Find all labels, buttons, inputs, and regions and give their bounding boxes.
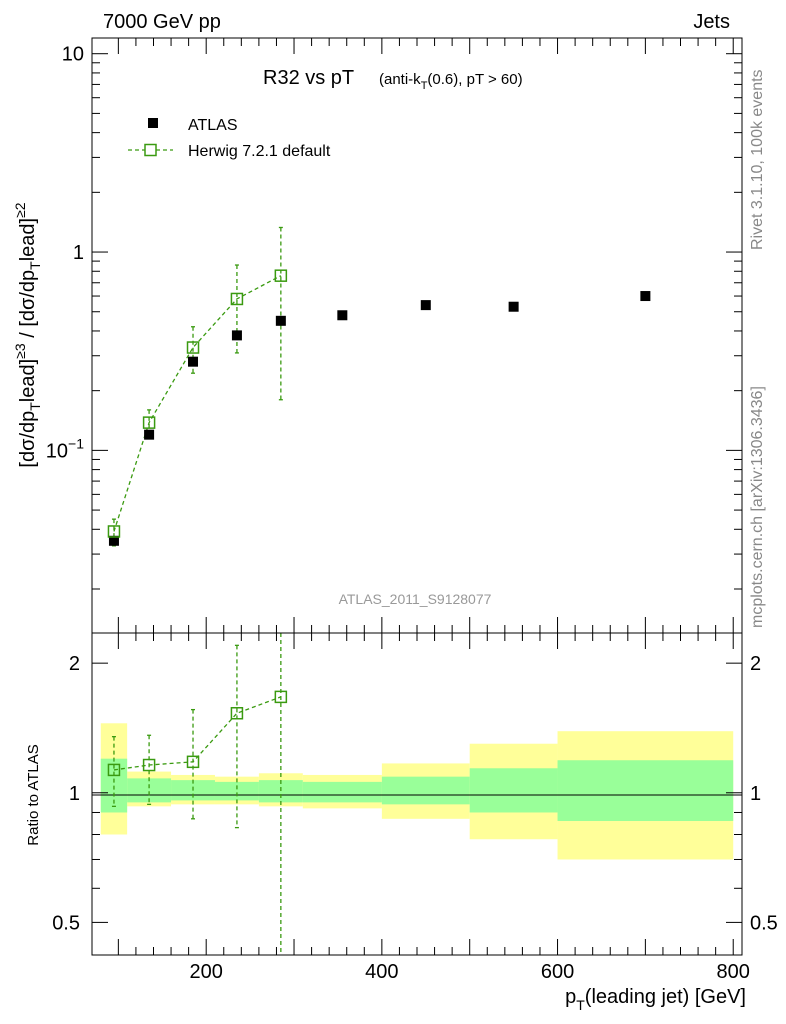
ratio-ticks: 0.5 0.5 1 1 2 2 200 400 600 800 [52, 633, 778, 983]
ratio-mc-point [186, 755, 200, 769]
ratio-mc-point [142, 758, 156, 772]
ratio-mc-point [230, 707, 244, 720]
mcplots-label: mcplots.cern.ch [arXiv:1306.3436] [749, 386, 766, 628]
atlas-data-point [188, 356, 199, 367]
legend-atlas-marker [148, 118, 158, 128]
ratio-bands [100, 723, 734, 860]
x-axis-label: pT(leading jet) [GeV] [565, 986, 746, 1013]
atlas-data-point [275, 315, 286, 326]
category-label: Jets [693, 11, 730, 33]
atlas-data-point [640, 291, 651, 302]
ratio-band-inner [381, 776, 470, 805]
ratio-marks [107, 633, 288, 955]
ratio-y-tick-label-right: 0.5 [750, 912, 778, 934]
mc-series-line [113, 275, 282, 532]
mc-data-point [107, 525, 121, 538]
atlas-data-point [337, 310, 348, 321]
mc-data-point [142, 416, 156, 429]
mc-data-point [274, 269, 288, 282]
chart-title: R32 vs pT [263, 67, 354, 89]
ratio-y-tick-label-left: 2 [69, 653, 80, 675]
ratio-band-inner [302, 781, 382, 803]
main-marks [107, 226, 651, 547]
ratio-mc-point [274, 690, 288, 704]
mc-data-point [230, 292, 244, 306]
main-plot: 10−1 1 10 R32 vs pT (anti-kT(0.6), pT > 60… [12, 37, 743, 634]
x-tick-label: 800 [717, 961, 750, 983]
atlas-data-point [508, 301, 519, 312]
ratio-plot: 0.5 0.5 1 1 2 2 200 400 600 800 Ratio to ATLAS pT… [25, 632, 778, 1013]
main-y-tick-label: 10 [62, 44, 84, 66]
ratio-y-tick-label-right: 2 [750, 653, 761, 675]
rivet-label: Rivet 3.1.10, 100k events [749, 69, 766, 250]
x-tick-label: 400 [365, 961, 398, 983]
ratio-band-inner [214, 781, 259, 801]
main-y-axis-label: [dσ/dpTlead]≥3 / [dσ/dpTlead]≥2 [12, 202, 43, 467]
chart-subtitle: (anti-kT(0.6), pT > 60) [379, 71, 523, 92]
main-y-tick-label: 1 [73, 242, 84, 264]
atlas-data-point [144, 429, 155, 440]
ratio-band-inner [258, 780, 303, 803]
main-ticks: 10−1 1 10 [46, 38, 742, 633]
energy-label: 7000 GeV pp [103, 11, 221, 33]
ratio-y-axis-label: Ratio to ATLAS [25, 744, 42, 845]
ratio-y-tick-label-left: 1 [69, 783, 80, 805]
ratio-band-inner [127, 778, 172, 803]
ratio-band-inner [557, 760, 734, 821]
ratio-y-tick-label-left: 0.5 [52, 912, 80, 934]
legend-mc-label: Herwig 7.2.1 default [188, 143, 331, 160]
main-y-tick-label: 10−1 [46, 435, 84, 462]
atlas-data-point [108, 535, 119, 546]
legend-mc-marker [144, 143, 157, 157]
atlas-data-point [231, 330, 242, 341]
mc-data-point [186, 341, 200, 354]
legend: ATLAS Herwig 7.2.1 default [128, 117, 331, 160]
ratio-mc-point [107, 763, 121, 777]
x-tick-label: 600 [541, 961, 574, 983]
ratio-band-inner [469, 768, 558, 813]
x-tick-label: 200 [190, 961, 223, 983]
atlas-data-point [420, 300, 431, 311]
ratio-y-tick-label-right: 1 [750, 783, 761, 805]
ratio-mc-line [113, 696, 282, 771]
analysis-id-label: ATLAS_2011_S9128077 [339, 591, 492, 607]
legend-atlas-label: ATLAS [188, 117, 238, 134]
